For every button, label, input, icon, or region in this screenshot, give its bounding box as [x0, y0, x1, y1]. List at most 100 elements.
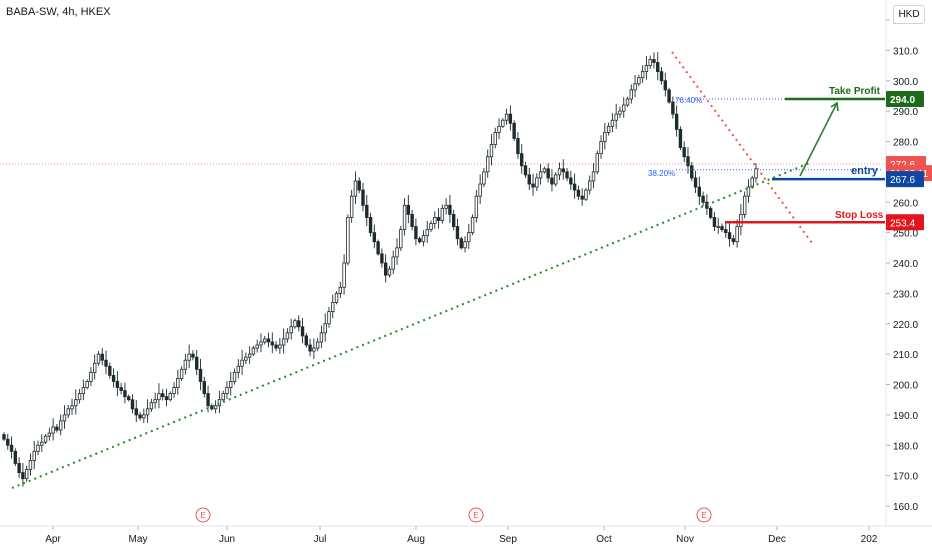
candle-up: [591, 171, 596, 182]
price-tick-label: 240.0: [893, 259, 918, 270]
candle-up: [331, 302, 335, 312]
candle-up: [342, 262, 346, 288]
price-tick-label: 190.0: [893, 411, 918, 422]
candle-up: [610, 119, 615, 127]
candle-down: [712, 217, 717, 227]
candle-up: [421, 235, 426, 243]
candle-up: [557, 168, 562, 176]
price-tick-label: 180.0: [893, 441, 918, 452]
candle-down: [451, 213, 456, 227]
earnings-marker[interactable]: [468, 507, 484, 523]
candle-down: [527, 174, 531, 185]
candle-down: [436, 217, 441, 221]
candle-up: [315, 341, 320, 349]
candle-down: [550, 177, 554, 185]
time-tick-label: Oct: [596, 534, 612, 545]
svg-text:253.4: 253.4: [890, 218, 915, 229]
candle-down: [659, 71, 664, 82]
price-tick-label: 300.0: [893, 77, 918, 88]
fib-382-label: 38.20%: [648, 169, 675, 178]
candle-down: [376, 241, 380, 255]
candle-up: [179, 368, 184, 379]
candle-up: [501, 119, 505, 127]
candle-up: [478, 183, 482, 197]
earnings-marker-label: E: [200, 511, 205, 520]
candle-up: [637, 77, 641, 85]
candle-up: [213, 405, 218, 410]
time-tick-label: Apr: [45, 534, 61, 545]
currency-badge[interactable]: HKD: [893, 5, 925, 24]
candle-up: [629, 89, 633, 100]
projection-arrow[interactable]: [799, 102, 838, 177]
candle-down: [523, 165, 528, 176]
candle-down: [690, 165, 694, 179]
candle-up: [225, 387, 229, 395]
candle-up: [229, 381, 233, 388]
candle-down: [531, 183, 535, 188]
candle-down: [361, 189, 365, 206]
candlestick-series: [2, 52, 758, 487]
candle-up: [644, 65, 649, 73]
price-axis[interactable]: 320.0310.0300.0290.0280.0270.0260.0250.0…: [886, 16, 918, 513]
candle-up: [263, 338, 267, 343]
candle-up: [482, 171, 486, 185]
candle-up: [323, 323, 327, 334]
candle-up: [603, 131, 607, 142]
candle-up: [588, 180, 592, 191]
candle-up: [176, 378, 180, 388]
candle-up: [85, 381, 89, 388]
candle-up: [735, 226, 739, 243]
candle-up: [474, 195, 479, 218]
earnings-marker[interactable]: [696, 507, 712, 523]
candle-down: [304, 335, 309, 346]
candle-up: [281, 338, 286, 346]
candle-down: [383, 262, 388, 276]
candle-down: [365, 204, 369, 218]
candle-down: [100, 353, 104, 361]
candle-down: [565, 171, 569, 179]
projection-arrowhead: [830, 101, 839, 112]
candle-up: [353, 180, 358, 197]
take-profit-price-tag: 294.0: [886, 90, 924, 107]
candle-down: [164, 396, 169, 401]
candle-down: [448, 204, 452, 215]
candle-down: [674, 113, 679, 130]
candle-up: [327, 311, 331, 325]
candle-down: [104, 359, 108, 367]
price-tick-label: 210.0: [893, 350, 918, 361]
candle-down: [572, 183, 577, 191]
candle-up: [247, 353, 252, 358]
entry-label: entry: [851, 165, 879, 177]
candle-up: [74, 399, 78, 407]
chart-drawings[interactable]: 76.40% 38.20% Take Profit entry Stop Los…: [0, 51, 886, 489]
candle-up: [395, 247, 399, 258]
candle-up: [153, 399, 157, 404]
price-tick-label: 170.0: [893, 472, 918, 483]
candle-up: [47, 432, 52, 437]
candle-up: [739, 213, 743, 227]
candle-up: [28, 460, 33, 470]
svg-text:294.0: 294.0: [890, 95, 915, 106]
candle-down: [130, 399, 135, 410]
candle-up: [391, 256, 395, 270]
candle-up: [183, 359, 188, 370]
earnings-marker[interactable]: [195, 507, 211, 523]
candle-up: [346, 217, 350, 264]
time-axis[interactable]: Apr May Jun Jul Aug Sep Oct Nov Dec 202: [45, 526, 878, 545]
candle-up: [70, 405, 74, 410]
price-tick-label: 310.0: [893, 46, 918, 57]
candle-down: [372, 232, 377, 243]
price-tick-label: 280.0: [893, 138, 918, 149]
candle-down: [455, 226, 460, 240]
candle-down: [656, 62, 660, 73]
candle-up: [493, 131, 497, 145]
candle-down: [380, 253, 384, 264]
candle-down: [724, 229, 728, 234]
candle-down: [266, 338, 271, 343]
candle-down: [508, 113, 513, 124]
candle-down: [127, 396, 131, 401]
candle-down: [701, 195, 705, 203]
